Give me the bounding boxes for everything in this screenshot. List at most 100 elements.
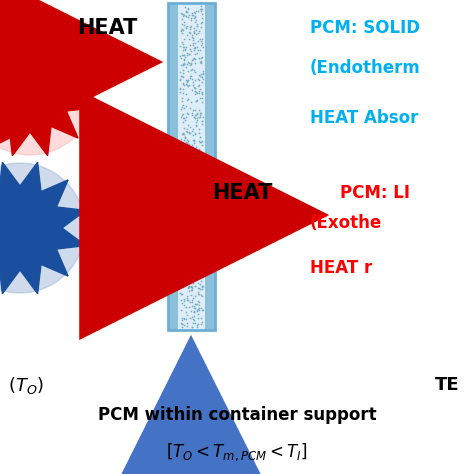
Point: [193, 43, 201, 51]
Polygon shape: [0, 162, 86, 294]
Point: [197, 190, 204, 197]
Point: [182, 147, 189, 155]
Point: [191, 91, 199, 98]
Point: [177, 229, 184, 237]
Point: [198, 204, 205, 211]
Point: [180, 295, 188, 302]
Point: [193, 21, 201, 28]
Point: [199, 70, 207, 78]
Point: [188, 182, 195, 190]
Point: [194, 273, 202, 281]
Point: [177, 135, 185, 143]
Point: [194, 154, 201, 161]
Point: [180, 27, 187, 34]
Point: [183, 187, 191, 195]
Point: [190, 266, 197, 273]
Point: [189, 125, 197, 133]
Point: [192, 232, 200, 240]
Point: [189, 136, 196, 144]
Point: [189, 280, 197, 287]
Point: [194, 7, 201, 15]
Point: [190, 113, 198, 120]
Point: [187, 286, 194, 293]
Point: [176, 239, 184, 247]
Point: [179, 316, 186, 324]
Point: [190, 319, 197, 327]
Point: [187, 201, 194, 209]
Point: [194, 161, 201, 169]
Point: [190, 316, 197, 323]
Point: [179, 230, 187, 238]
Point: [198, 90, 206, 97]
Point: [192, 159, 200, 167]
Point: [199, 196, 207, 204]
Point: [178, 282, 186, 289]
Point: [199, 43, 207, 51]
Point: [178, 324, 185, 331]
Point: [188, 323, 195, 331]
Point: [178, 103, 186, 110]
Point: [179, 44, 186, 51]
Text: (Endotherm: (Endotherm: [310, 59, 421, 77]
Point: [182, 128, 190, 135]
Point: [180, 321, 187, 328]
Point: [186, 211, 193, 219]
Point: [191, 178, 198, 186]
Point: [191, 12, 199, 19]
Point: [180, 69, 187, 77]
Point: [185, 50, 192, 57]
Point: [184, 95, 192, 103]
Point: [185, 241, 192, 248]
Point: [197, 291, 204, 298]
Point: [193, 256, 201, 264]
Point: [188, 302, 196, 310]
Point: [187, 72, 195, 80]
Point: [195, 152, 202, 160]
Point: [179, 201, 186, 209]
Point: [195, 76, 202, 83]
Point: [184, 13, 192, 21]
FancyBboxPatch shape: [205, 3, 215, 330]
Point: [181, 173, 188, 181]
Point: [183, 23, 191, 30]
Point: [181, 46, 189, 53]
Point: [187, 208, 194, 215]
Point: [197, 230, 204, 237]
Point: [180, 124, 188, 131]
Point: [184, 76, 191, 83]
Point: [183, 264, 191, 272]
Point: [188, 271, 195, 278]
Point: [184, 58, 191, 66]
Point: [178, 276, 185, 284]
Point: [178, 280, 186, 287]
Point: [185, 184, 192, 191]
Point: [184, 295, 191, 302]
Point: [180, 35, 188, 43]
Point: [184, 296, 192, 303]
Point: [182, 3, 189, 11]
Point: [188, 127, 196, 135]
Point: [186, 62, 194, 69]
Point: [198, 137, 205, 145]
Point: [195, 212, 202, 219]
Point: [190, 82, 197, 89]
Point: [182, 315, 190, 322]
Point: [178, 320, 186, 328]
Point: [179, 130, 186, 137]
Point: [199, 306, 207, 313]
Point: [183, 137, 191, 144]
Point: [185, 110, 192, 118]
Point: [191, 193, 198, 201]
Point: [189, 109, 196, 117]
Point: [180, 11, 188, 19]
Point: [188, 56, 195, 64]
Point: [178, 15, 186, 22]
Point: [197, 37, 205, 45]
Point: [184, 283, 192, 290]
Point: [195, 299, 202, 306]
Point: [177, 9, 185, 17]
Point: [189, 142, 196, 149]
Point: [196, 147, 204, 155]
Point: [178, 277, 186, 285]
Point: [185, 269, 192, 277]
